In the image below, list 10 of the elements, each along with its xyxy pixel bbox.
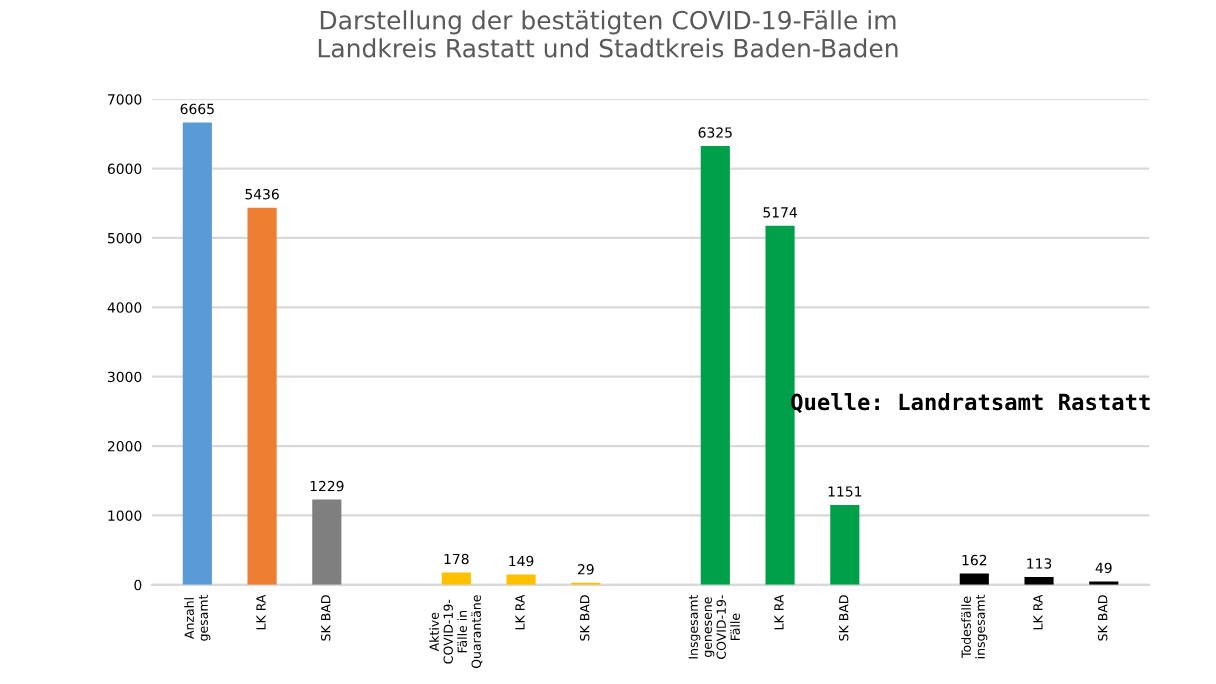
bar	[830, 504, 860, 585]
bar	[182, 122, 212, 585]
chart-title: Darstellung der bestätigten COVID-19-Fälle im Landkreis Rastatt und Stadtkreis Baden-Baden	[318, 10, 898, 58]
bar	[312, 499, 342, 585]
bar	[1024, 576, 1054, 585]
bar	[765, 225, 795, 585]
bar	[247, 207, 277, 585]
bar	[506, 574, 536, 585]
bar	[441, 572, 471, 585]
bar	[700, 146, 730, 585]
